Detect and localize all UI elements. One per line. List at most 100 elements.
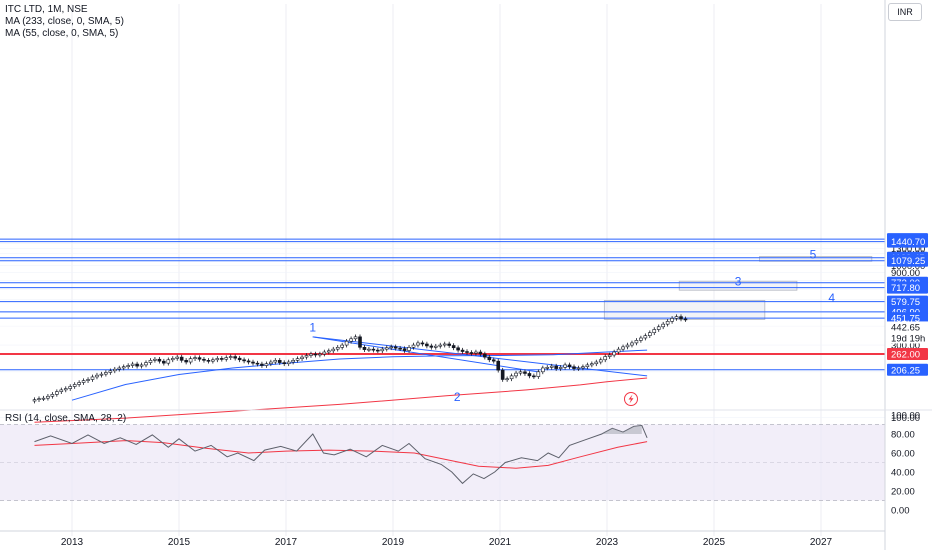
candle-body [367, 348, 371, 351]
candle-body [411, 344, 416, 348]
candle-body [282, 362, 287, 365]
candle-body [683, 318, 688, 321]
candle-body [86, 379, 90, 381]
candle-body [63, 388, 68, 391]
candle-body [135, 363, 139, 367]
candle-body [251, 361, 255, 364]
y-tick-label: 1300.00 [891, 244, 925, 255]
price-tag-label: 451.75 [891, 314, 920, 325]
ma-55-legend[interactable]: MA (55, close, 0, SMA, 5) [5, 28, 119, 39]
candle-body [661, 323, 665, 328]
candle-body [277, 360, 282, 363]
candle-body [37, 398, 41, 400]
candle-body [465, 351, 469, 353]
candle-body [523, 371, 527, 374]
candle-body [416, 342, 420, 346]
trendline[interactable] [312, 336, 648, 377]
candle-body [170, 358, 175, 361]
candle-body [647, 332, 652, 336]
candle-body [233, 356, 237, 359]
candle-body [326, 350, 331, 353]
candle-body [286, 361, 291, 365]
candle-body [621, 346, 625, 350]
currency-button[interactable]: INR [888, 3, 922, 21]
candle-body [612, 351, 616, 356]
candle-body [483, 353, 487, 358]
candle-body [237, 357, 242, 361]
candle-body [202, 358, 206, 361]
price-tag [887, 295, 928, 308]
candle-body [349, 338, 353, 342]
target-zone-box[interactable] [678, 280, 798, 291]
x-tick-label: 2019 [382, 537, 405, 548]
candle-body [380, 348, 385, 352]
candle-body [197, 357, 202, 360]
price-tag-label: 1440.70 [891, 237, 925, 248]
candle-body [407, 347, 411, 351]
candle-body [474, 351, 478, 354]
candle-body [442, 343, 447, 346]
rsi-ma-line [34, 440, 648, 469]
candle-body [269, 361, 273, 365]
price-tag [887, 363, 928, 376]
candle-body [594, 361, 599, 365]
x-tick-label: 2013 [61, 537, 84, 548]
candle-body [108, 370, 113, 373]
candle-body [55, 391, 59, 395]
candle-body [242, 359, 246, 362]
candle-body [514, 372, 518, 377]
candle-body [291, 360, 295, 363]
candle-body [77, 382, 81, 385]
candle-body [376, 349, 380, 352]
price-tag [887, 348, 928, 360]
candle-body [148, 360, 153, 363]
candle-body [639, 337, 643, 341]
rsi-tick-label: 0.00 [891, 506, 910, 517]
candle-body [607, 354, 612, 357]
candle-body [429, 345, 434, 348]
countdown-label: 19d 19h [891, 333, 925, 344]
x-tick-label: 2025 [703, 537, 726, 548]
target-zone-box[interactable] [759, 256, 873, 262]
rsi-legend[interactable]: RSI (14, close, SMA, 28, 2) [5, 413, 127, 424]
candle-body [72, 384, 77, 387]
rsi-tick-label: 20.00 [891, 487, 915, 498]
candle-body [139, 364, 144, 367]
lightning-icon[interactable] [624, 392, 638, 406]
rsi-tick-label: 40.00 [891, 468, 915, 479]
candle-body [157, 358, 162, 362]
candle-body [393, 346, 398, 349]
target-zone-box[interactable] [603, 300, 766, 320]
candle-body [211, 359, 215, 362]
ma-55-line [34, 377, 648, 423]
y-tick-label: 300.00 [891, 341, 920, 352]
candle-body [456, 347, 460, 351]
candle-body [340, 344, 344, 348]
candle-body [46, 395, 50, 399]
candle-body [518, 371, 523, 374]
horizontal-price-lines[interactable] [0, 238, 885, 371]
candle-body [532, 375, 536, 378]
candle-body [313, 353, 318, 356]
rsi-line [34, 424, 648, 485]
price-tag-label: 579.75 [891, 297, 920, 308]
rsi-overbought-oversold-band [0, 424, 885, 501]
candle-body [255, 362, 260, 365]
ma-233-legend[interactable]: MA (233, close, 0, SMA, 5) [5, 16, 124, 27]
price-tag [887, 254, 928, 267]
candle-body [162, 360, 166, 364]
candle-body [576, 367, 581, 370]
candle-body [68, 386, 73, 389]
symbol-title[interactable]: ITC LTD, 1M, NSE [5, 4, 88, 15]
candle-body [260, 363, 264, 366]
last-price-box [887, 321, 928, 344]
candle-body [603, 356, 608, 361]
candle-body [318, 353, 322, 356]
wave-label: 3 [735, 275, 742, 289]
candle-body [184, 360, 188, 363]
candle-body [572, 366, 576, 369]
candle-body [32, 399, 37, 402]
candle-body [224, 357, 229, 360]
candle-body [117, 367, 122, 370]
